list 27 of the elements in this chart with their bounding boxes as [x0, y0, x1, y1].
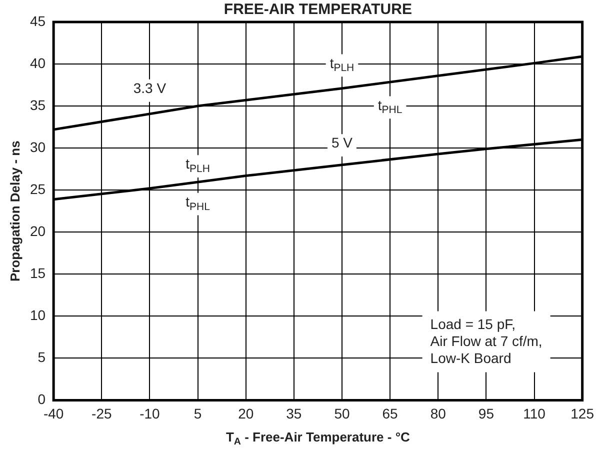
y-tick-label: 25	[30, 180, 46, 197]
annotation: 5 V	[331, 134, 354, 151]
y-tick-label: 15	[30, 264, 46, 281]
y-tick-label: 35	[30, 96, 46, 113]
x-tick-label: 50	[334, 405, 350, 422]
y-tick-label: 40	[30, 54, 46, 71]
x-tick-label: -25	[92, 405, 112, 422]
y-tick-label: 0	[38, 391, 46, 408]
x-tick-label: 110	[523, 405, 546, 422]
x-tick-label: 65	[382, 405, 398, 422]
y-tick-label: 5	[38, 349, 46, 366]
y-tick-label: 20	[30, 222, 46, 239]
annotation: Load = 15 pF, Air Flow at 7 cf/m, Low-K Board	[430, 316, 542, 366]
x-tick-label: 80	[430, 405, 446, 422]
x-tick-label: -40	[43, 405, 64, 422]
x-tick-label: -10	[140, 405, 160, 422]
chart-title: FREE-AIR TEMPERATURE	[224, 1, 412, 18]
y-tick-label: 10	[30, 307, 46, 324]
y-tick-label: 45	[30, 12, 46, 29]
y-tick-label: 30	[30, 138, 46, 155]
x-tick-label: 20	[238, 405, 254, 422]
x-tick-label: 5	[194, 405, 202, 422]
annotation: 3.3 V	[133, 80, 167, 96]
x-tick-label: 35	[286, 405, 302, 422]
x-tick-label: 125	[570, 405, 594, 422]
x-tick-label: 95	[478, 405, 494, 422]
y-axis-title: Propagation Delay - ns	[8, 140, 23, 282]
